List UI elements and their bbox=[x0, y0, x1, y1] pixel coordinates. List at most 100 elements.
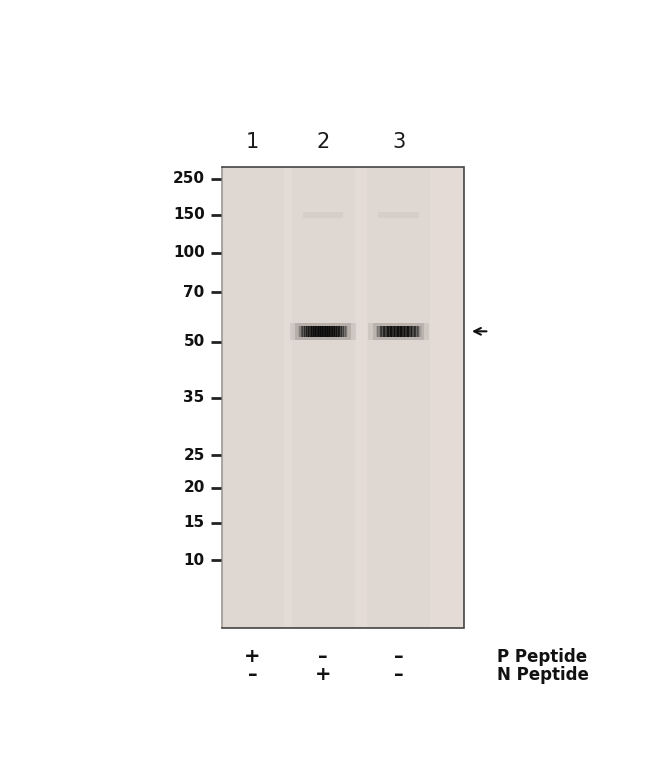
Bar bbox=[394, 326, 395, 337]
Bar bbox=[417, 326, 418, 337]
Text: +: + bbox=[244, 648, 261, 666]
Text: 70: 70 bbox=[183, 285, 205, 299]
Bar bbox=[320, 326, 321, 337]
Bar bbox=[420, 326, 421, 337]
Text: –: – bbox=[394, 648, 404, 666]
Bar bbox=[378, 326, 379, 337]
Bar bbox=[412, 326, 413, 337]
Bar bbox=[303, 212, 343, 218]
Text: 250: 250 bbox=[173, 171, 205, 186]
Bar bbox=[325, 326, 326, 337]
Bar bbox=[301, 326, 302, 337]
Bar bbox=[344, 326, 346, 337]
Bar bbox=[400, 326, 401, 337]
Bar bbox=[382, 326, 383, 337]
Text: N Peptide: N Peptide bbox=[497, 666, 589, 684]
Bar bbox=[308, 326, 309, 337]
Bar bbox=[413, 326, 415, 337]
Bar bbox=[330, 326, 331, 337]
Text: –: – bbox=[318, 648, 328, 666]
Bar bbox=[313, 326, 315, 337]
Bar bbox=[401, 326, 402, 337]
Bar bbox=[306, 326, 307, 337]
Bar bbox=[337, 326, 338, 337]
Bar bbox=[298, 326, 300, 337]
Bar bbox=[342, 326, 343, 337]
Text: P Peptide: P Peptide bbox=[497, 648, 587, 666]
Bar bbox=[306, 326, 307, 337]
Bar bbox=[421, 326, 422, 337]
Bar bbox=[384, 326, 385, 337]
Bar bbox=[314, 326, 315, 337]
Bar bbox=[321, 326, 322, 337]
Bar bbox=[335, 326, 337, 337]
Bar bbox=[333, 326, 335, 337]
Text: 25: 25 bbox=[183, 448, 205, 463]
Bar bbox=[411, 326, 412, 337]
Text: 20: 20 bbox=[183, 480, 205, 495]
Bar bbox=[390, 326, 391, 337]
Bar bbox=[326, 326, 327, 337]
Bar bbox=[339, 326, 340, 337]
Bar bbox=[341, 326, 342, 337]
Bar bbox=[307, 326, 309, 337]
Bar bbox=[312, 326, 313, 337]
Bar bbox=[311, 326, 312, 337]
Bar bbox=[334, 326, 335, 337]
Bar bbox=[409, 326, 410, 337]
Bar bbox=[329, 326, 330, 337]
Bar bbox=[408, 326, 410, 337]
Bar bbox=[407, 326, 408, 337]
Bar bbox=[310, 326, 311, 337]
Bar bbox=[302, 326, 304, 337]
Bar bbox=[398, 326, 399, 337]
Text: 1: 1 bbox=[246, 132, 259, 152]
Bar bbox=[291, 323, 356, 339]
Text: 50: 50 bbox=[183, 334, 205, 349]
Bar bbox=[410, 326, 411, 337]
Bar bbox=[402, 326, 403, 337]
Bar bbox=[399, 326, 400, 337]
Bar bbox=[295, 323, 351, 339]
Text: +: + bbox=[315, 666, 332, 684]
Bar bbox=[319, 326, 320, 337]
Bar bbox=[413, 326, 414, 337]
Bar bbox=[381, 326, 382, 337]
Bar bbox=[404, 326, 405, 337]
Bar bbox=[389, 326, 391, 337]
Bar bbox=[384, 326, 385, 337]
Bar bbox=[331, 326, 332, 337]
Bar bbox=[419, 326, 420, 337]
Text: 10: 10 bbox=[183, 553, 205, 568]
Bar bbox=[406, 326, 407, 337]
Bar bbox=[393, 326, 394, 337]
Bar bbox=[344, 326, 345, 337]
Bar bbox=[307, 326, 308, 337]
Bar bbox=[410, 326, 411, 337]
Bar bbox=[415, 326, 416, 337]
Bar bbox=[304, 326, 306, 337]
Bar bbox=[317, 326, 318, 337]
Bar bbox=[305, 326, 306, 337]
Bar bbox=[421, 326, 422, 337]
Bar bbox=[378, 326, 380, 337]
Bar bbox=[323, 326, 324, 337]
Bar bbox=[403, 326, 404, 337]
Bar bbox=[328, 326, 329, 337]
Bar bbox=[391, 326, 392, 337]
Bar bbox=[298, 326, 299, 337]
Bar bbox=[221, 169, 284, 626]
Bar bbox=[343, 326, 344, 337]
Text: –: – bbox=[394, 666, 404, 684]
Bar bbox=[347, 326, 348, 337]
Bar bbox=[336, 326, 337, 337]
Bar bbox=[379, 326, 380, 337]
Bar bbox=[388, 326, 389, 337]
Bar bbox=[346, 326, 348, 337]
Bar bbox=[415, 326, 417, 337]
Bar bbox=[299, 326, 300, 337]
Bar bbox=[378, 212, 419, 218]
Bar bbox=[303, 326, 304, 337]
Text: –: – bbox=[248, 666, 257, 684]
Bar bbox=[313, 326, 314, 337]
